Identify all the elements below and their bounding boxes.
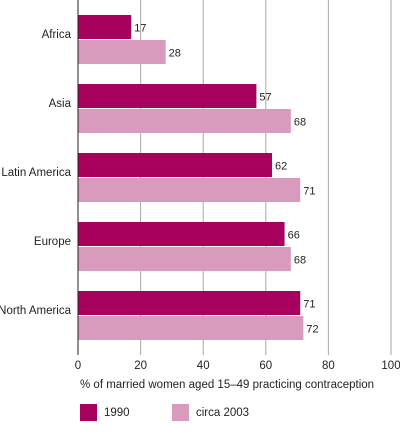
bar-chart: 0 20 40 60 80 100 17 28 Africa 57 68 Asia 62 71 Latin …	[0, 0, 400, 373]
category-label: Europe	[34, 236, 71, 248]
legend-label-1990: 1990	[104, 406, 130, 419]
legend-label-circa-2003: circa 2003	[196, 406, 250, 419]
category-label: Africa	[42, 29, 72, 41]
x-tick-label: 80	[322, 360, 335, 372]
bar-africa-1990	[78, 15, 132, 39]
x-tick-label: 0	[75, 360, 81, 372]
legend-swatch-circa-2003	[172, 404, 189, 421]
data-label: 17	[134, 23, 146, 35]
bar-asia-1990	[78, 84, 257, 108]
bar-europe-circa-2003	[78, 247, 291, 271]
data-label: 28	[169, 48, 181, 60]
bar-europe-1990	[78, 222, 285, 246]
bar-africa-circa-2003	[78, 40, 166, 64]
data-label: 72	[306, 324, 318, 336]
data-label: 66	[288, 230, 300, 242]
legend: 1990 circa 2003	[80, 404, 380, 424]
x-tick-label: 40	[197, 360, 210, 372]
bar-latin-america-1990	[78, 153, 273, 177]
category-label: Asia	[49, 98, 72, 110]
bar-asia-circa-2003	[78, 109, 291, 133]
bar-north-america-circa-2003	[78, 316, 304, 340]
data-label: 62	[275, 161, 287, 173]
legend-item-1990: 1990	[80, 404, 130, 421]
data-label: 68	[294, 117, 306, 129]
data-label: 68	[294, 255, 306, 267]
category-label: Latin America	[1, 167, 71, 179]
legend-swatch-1990	[80, 404, 97, 421]
bar-north-america-1990	[78, 291, 301, 315]
x-tick-label: 100	[381, 360, 400, 372]
bar-latin-america-circa-2003	[78, 178, 301, 202]
data-label: 57	[259, 92, 271, 104]
x-tick-label: 60	[259, 360, 272, 372]
x-axis-title: % of married women aged 15–49 practicing…	[80, 379, 375, 391]
data-label: 71	[303, 299, 315, 311]
labels: 0 20 40 60 80 100 17 28 Africa 57 68 Asia 62 71 Latin …	[0, 23, 400, 373]
legend-item-circa-2003: circa 2003	[172, 404, 249, 421]
category-label: North America	[0, 305, 72, 317]
data-label: 71	[303, 186, 315, 198]
bars	[78, 15, 304, 340]
x-tick-label: 20	[134, 360, 147, 372]
